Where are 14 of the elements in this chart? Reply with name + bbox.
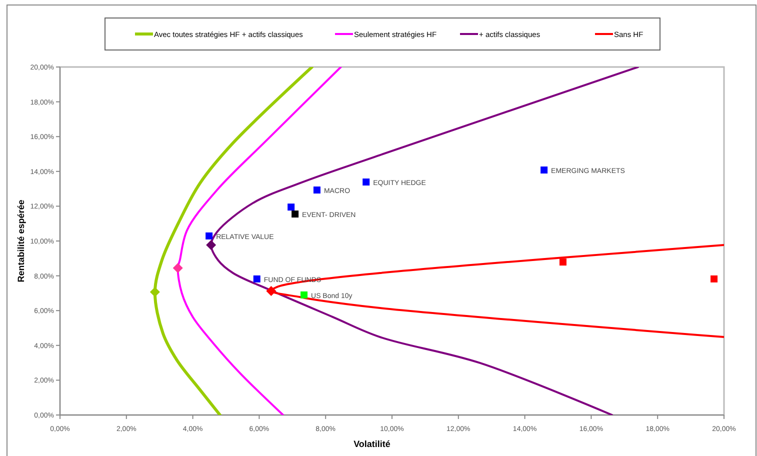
point [253, 275, 260, 282]
point [206, 232, 213, 240]
point [362, 178, 370, 186]
point [288, 204, 295, 211]
point [206, 240, 216, 250]
point [540, 166, 548, 174]
point [300, 291, 308, 298]
point [150, 286, 160, 297]
x-axis-title: Volatilité [354, 439, 390, 449]
point [172, 262, 183, 273]
point [313, 186, 320, 194]
y-axis-title: Rentabilité espérée [16, 200, 26, 282]
point [266, 286, 276, 296]
point [292, 210, 299, 218]
